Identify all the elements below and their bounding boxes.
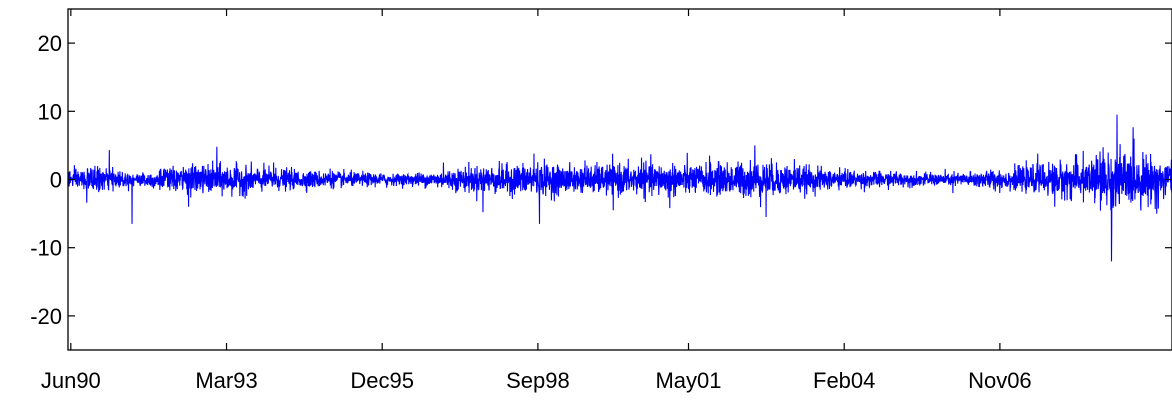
x-tick-label: May01 — [655, 368, 721, 393]
x-tick-label: Feb04 — [813, 368, 875, 393]
y-tick-label: 10 — [38, 99, 62, 124]
y-tick-label: 20 — [38, 31, 62, 56]
x-tick-label: Jun90 — [41, 368, 101, 393]
y-tick-label: -10 — [30, 236, 62, 261]
x-tick-label: Nov06 — [968, 368, 1032, 393]
tick-layer — [68, 9, 1172, 350]
y-tick-label: -20 — [30, 304, 62, 329]
series-layer — [67, 114, 1172, 262]
x-tick-label: Mar93 — [195, 368, 257, 393]
series-line — [67, 114, 1172, 262]
y-tick-label: 0 — [50, 168, 62, 193]
x-tick-label: Sep98 — [506, 368, 570, 393]
x-tick-label: Dec95 — [350, 368, 414, 393]
label-layer: 20 10 0 -10 -20 Jun90 Mar93 Dec95 Sep98 May01 Feb0… — [30, 31, 1031, 393]
